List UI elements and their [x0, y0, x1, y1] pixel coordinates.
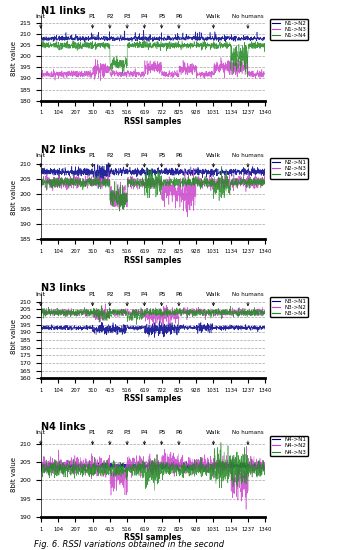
X-axis label: RSSI samples: RSSI samples: [124, 256, 182, 265]
Text: N4 links: N4 links: [41, 422, 85, 432]
X-axis label: RSSI samples: RSSI samples: [124, 117, 182, 126]
Legend: N4->N1, N4->N2, N4->N3: N4->N1, N4->N2, N4->N3: [270, 436, 308, 456]
Text: P6: P6: [175, 14, 183, 28]
Y-axis label: 8bit value: 8bit value: [11, 180, 17, 215]
Text: P6: P6: [175, 292, 183, 306]
Text: Init: Init: [36, 153, 46, 167]
Text: P5: P5: [158, 431, 165, 444]
Text: N3 links: N3 links: [41, 283, 85, 293]
Text: No humans: No humans: [232, 153, 264, 167]
X-axis label: RSSI samples: RSSI samples: [124, 533, 182, 542]
Text: P1: P1: [89, 153, 96, 167]
Text: Init: Init: [36, 14, 46, 28]
Y-axis label: 8bit value: 8bit value: [11, 41, 17, 76]
Text: Init: Init: [36, 431, 46, 444]
Text: No humans: No humans: [232, 292, 264, 306]
Text: Walk: Walk: [206, 431, 221, 444]
Text: P2: P2: [106, 431, 114, 444]
Text: Walk: Walk: [206, 292, 221, 306]
Text: P3: P3: [123, 153, 131, 167]
Text: P4: P4: [140, 153, 148, 167]
Text: P1: P1: [89, 14, 96, 28]
Text: P4: P4: [140, 14, 148, 28]
Y-axis label: 8bit value: 8bit value: [11, 458, 17, 492]
Text: P4: P4: [140, 292, 148, 306]
Text: Walk: Walk: [206, 14, 221, 28]
Legend: N2->N1, N2->N3, N2->N4: N2->N1, N2->N3, N2->N4: [270, 158, 308, 179]
Text: No humans: No humans: [232, 14, 264, 28]
Text: N1 links: N1 links: [41, 6, 85, 16]
Text: P3: P3: [123, 431, 131, 444]
Text: P6: P6: [175, 153, 183, 167]
Text: N2 links: N2 links: [41, 145, 85, 155]
Legend: N3->N1, N3->N2, N3->N4: N3->N1, N3->N2, N3->N4: [270, 297, 308, 317]
Text: P2: P2: [106, 153, 114, 167]
Legend: N1->N2, N1->N3, N1->N4: N1->N2, N1->N3, N1->N4: [270, 19, 308, 40]
Text: P5: P5: [158, 292, 165, 306]
Text: P5: P5: [158, 153, 165, 167]
Text: P1: P1: [89, 431, 96, 444]
Text: P2: P2: [106, 292, 114, 306]
Text: P5: P5: [158, 14, 165, 28]
Text: P4: P4: [140, 431, 148, 444]
Text: Init: Init: [36, 292, 46, 306]
Text: No humans: No humans: [232, 431, 264, 444]
Text: P3: P3: [123, 292, 131, 306]
Text: P2: P2: [106, 14, 114, 28]
Text: Fig. 6. RSSI variations obtained in the second: Fig. 6. RSSI variations obtained in the …: [34, 540, 224, 549]
Text: P3: P3: [123, 14, 131, 28]
Text: P6: P6: [175, 431, 183, 444]
Y-axis label: 8bit value: 8bit value: [11, 318, 17, 354]
X-axis label: RSSI samples: RSSI samples: [124, 394, 182, 403]
Text: Walk: Walk: [206, 153, 221, 167]
Text: P1: P1: [89, 292, 96, 306]
